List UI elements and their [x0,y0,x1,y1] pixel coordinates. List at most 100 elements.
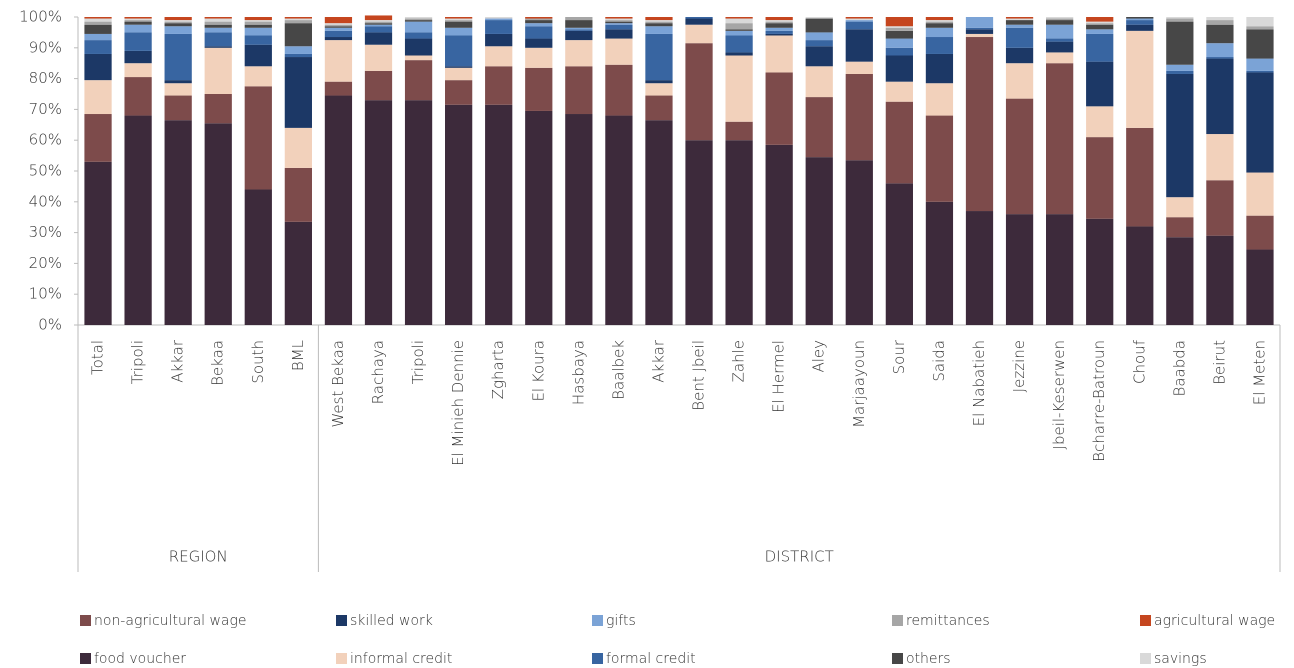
bar-segment [204,27,232,33]
bar-segment [1005,63,1034,99]
bar-segment [284,17,312,19]
bar-segment [925,83,954,116]
bar-segment [244,24,272,28]
bar-segment [284,167,312,222]
x-tick-label: South [249,340,267,384]
bar-segment [525,47,553,68]
legend-label: non-agricultural wage [94,613,247,629]
bar-segment [204,46,232,48]
x-tick-label: West Bekaa [329,340,347,428]
bar-segment [1046,214,1074,325]
bar-segment [244,35,272,45]
x-tick-label: Tripoli [409,340,427,384]
y-tick-label: 100% [19,8,62,26]
bar-segment [925,115,954,202]
bar-segment [164,120,192,326]
bar-segment [485,18,513,21]
bar-segment [765,21,793,24]
x-tick-label: El Minieh Dennie [449,340,467,466]
bar-segment [765,27,793,31]
bar-segment [164,26,192,34]
y-tick-label: 50% [29,162,62,180]
bar-segment [204,32,232,47]
bar-segment [685,17,713,19]
bar-segment [645,23,673,27]
x-tick-label: El Nabatieh [970,340,988,426]
legend-label: agricultural wage [1154,613,1275,629]
bar-segment [204,123,232,325]
bar-segment [525,17,553,19]
bar-segment [645,26,673,34]
bar-segment [1246,26,1274,30]
bar-segment [885,55,913,82]
bar-segment [565,40,593,67]
bar-segment [885,38,913,48]
bar-segment [845,61,873,74]
y-tick-label: 80% [29,69,62,87]
bar-segment [1206,24,1234,44]
bar-segment [525,20,553,24]
bar-segment [1166,18,1194,22]
x-tick-label: Beirut [1210,340,1228,385]
bar-segment [404,38,433,56]
bar-segment [204,94,232,124]
bar-segment [1166,73,1194,198]
bar-segment [1046,63,1074,215]
bar-segment [1246,215,1274,250]
bar-segment [885,183,913,325]
legend-swatch [892,653,903,664]
bar-segment [284,23,312,47]
bar-segment [725,23,753,30]
bar-segment [1246,29,1274,59]
bar-segment [404,100,433,325]
bar-segment [1005,98,1034,215]
bar-segment [525,26,553,39]
bar-segment [725,140,753,325]
bar-segment [485,17,513,19]
bar-segment [244,66,272,87]
bar-segment [765,17,793,21]
bar-segment [925,53,954,84]
bar-segment [445,104,473,325]
bar-segment [364,70,393,101]
bar-segment [805,66,833,98]
bar-segment [1246,72,1274,173]
bar-segment [324,23,353,25]
bar-segment [1086,23,1114,25]
bar-segment [1005,18,1034,21]
bar-segment [565,17,593,21]
bar-segment [1086,29,1114,34]
bar-segment [525,23,553,27]
x-tick-label: El Meten [1250,340,1268,405]
bar-segment [324,30,353,38]
bar-segment [605,17,633,19]
bar-segment [1126,17,1154,19]
bar-segment [565,30,593,41]
legend-swatch [80,615,91,626]
bar-segment [765,20,793,22]
bar-segment [124,77,152,116]
x-tick-label: Baalbek [609,340,627,400]
bar-segment [1046,52,1074,64]
legend-label: others [906,651,951,667]
bar-segment [845,29,873,62]
bar-segment [445,66,473,68]
bar-segment [1086,21,1114,24]
bar-segment [805,18,833,33]
bar-segment [1086,61,1114,107]
bar-segment [1246,17,1274,27]
bar-segment [84,40,112,54]
bar-segment [885,27,913,31]
bar-segment [725,30,753,36]
bar-segment [164,23,192,27]
bar-segment [765,30,793,34]
bar-segment [885,17,913,27]
bar-segment [1166,21,1194,65]
legend-swatch [336,615,347,626]
bar-segment [645,83,673,96]
bar-segment [1046,41,1074,53]
bar-segment [1086,218,1114,325]
bar-segment [925,17,954,21]
y-tick-label: 60% [29,131,62,149]
bar-segment [404,21,433,33]
